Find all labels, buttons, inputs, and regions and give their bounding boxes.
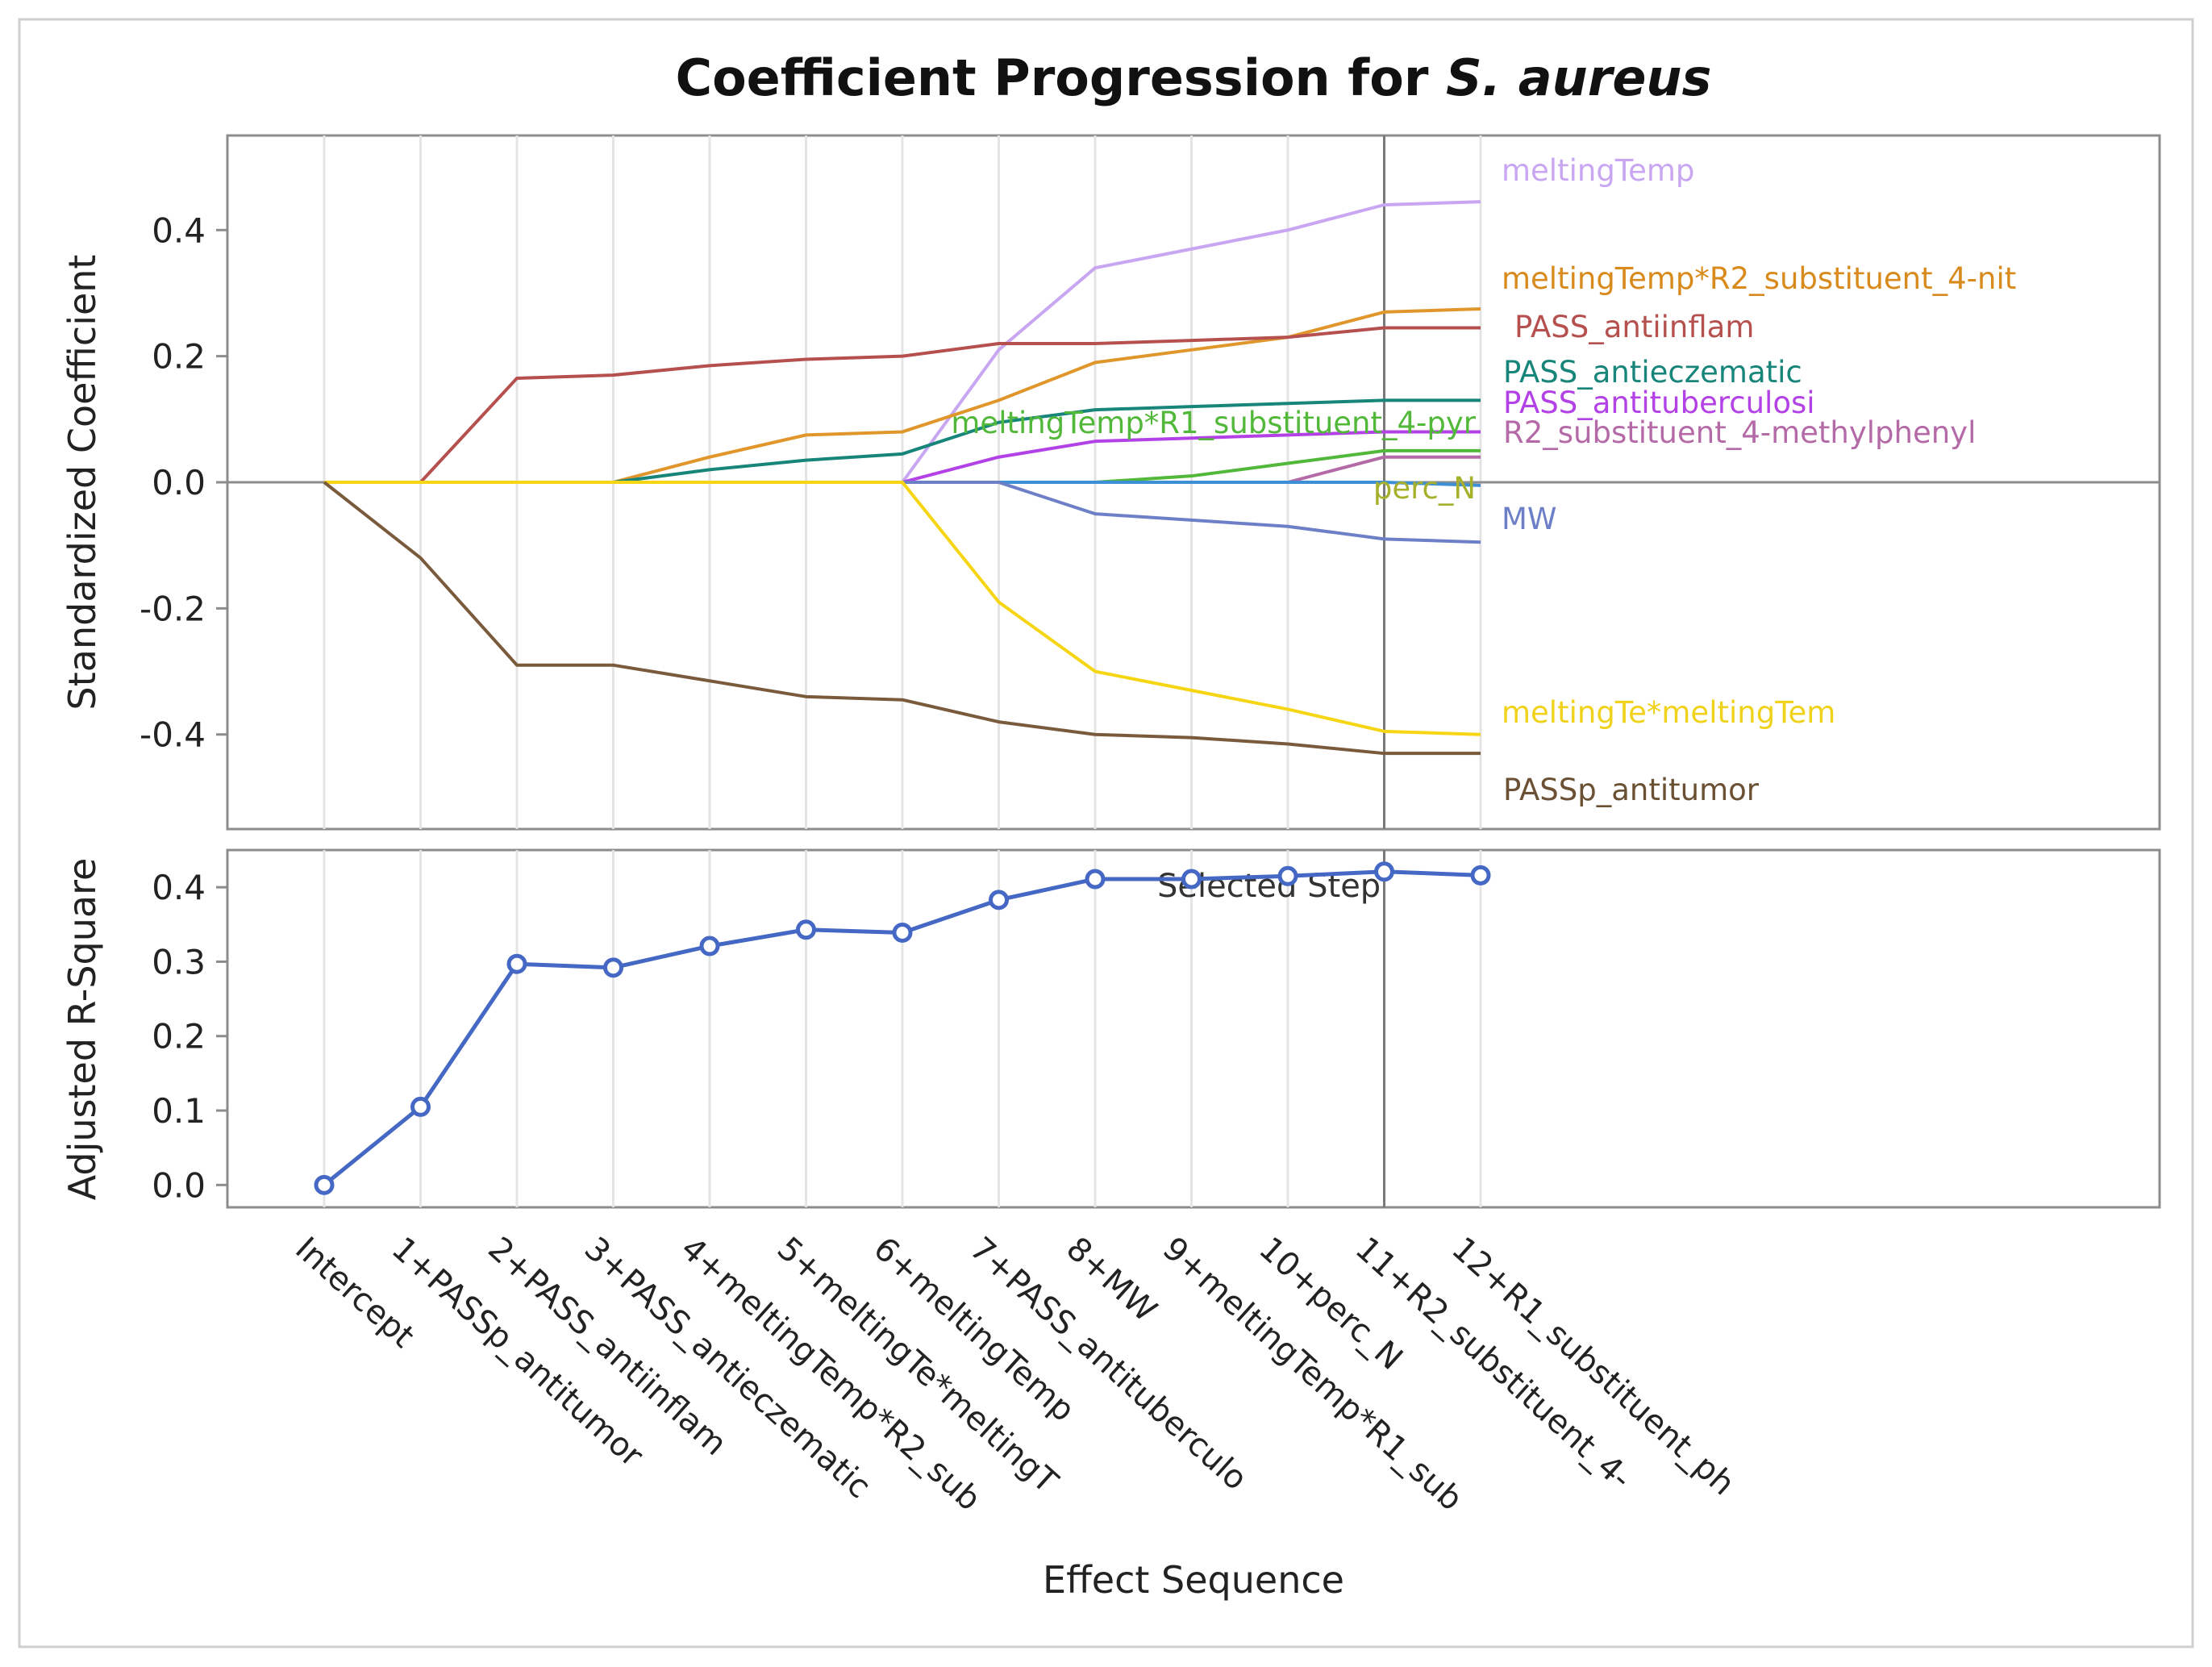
r-square-point bbox=[699, 936, 720, 956]
coefficient-y-tick-label: -0.4 bbox=[140, 715, 206, 755]
label-passp-antitumor: PASSp_antitumor bbox=[1503, 773, 1760, 807]
label-perc-n: perc_N bbox=[1373, 471, 1476, 506]
r-square-y-ticks: 0.0 0.1 0.2 0.3 0.4 bbox=[152, 868, 227, 1205]
label-pass-antieczematic: PASS_antieczematic bbox=[1503, 355, 1802, 390]
label-pass-antiinflam: PASS_antiinflam bbox=[1514, 310, 1754, 344]
r-square-point bbox=[892, 922, 913, 943]
r-square-point bbox=[1277, 865, 1298, 886]
coefficient-panel: -0.4 -0.2 0.0 0.2 0.4 Standardized Coefficie… bbox=[60, 134, 2161, 831]
coefficient-line-pass-antiinflam bbox=[324, 326, 1481, 484]
r-square-point bbox=[796, 919, 816, 940]
r-square-y-tick-label: 0.0 bbox=[152, 1165, 206, 1205]
r-square-y-tick-label: 0.2 bbox=[152, 1017, 206, 1056]
label-meltingtemp-r1-pyr: meltingTemp*R1_substituent_4-pyr bbox=[951, 406, 1476, 440]
coefficient-series-lines bbox=[323, 200, 1481, 756]
coefficient-series-labels: meltingTemp meltingTemp*R2_substituent_4… bbox=[951, 153, 2016, 807]
coefficient-line-meltingte-meltingtem bbox=[324, 481, 1481, 736]
coefficient-y-tick-label: -0.2 bbox=[140, 589, 206, 628]
label-meltingte-meltingtem: meltingTe*meltingTem bbox=[1502, 695, 1835, 730]
coefficient-line-passp-antitumor bbox=[323, 481, 1481, 756]
label-mw: MW bbox=[1502, 502, 1557, 536]
r-square-point bbox=[989, 890, 1009, 911]
r-square-point bbox=[1085, 869, 1106, 890]
coefficient-y-axis-label: Standardized Coefficient bbox=[60, 255, 104, 711]
label-r2-methylphenyl: R2_substituent_4-methylphenyl bbox=[1503, 415, 1976, 450]
r-square-point bbox=[506, 953, 527, 974]
r-square-panel: Selected Step 0.00.10.20.30.4 Adjusted R… bbox=[60, 848, 2161, 1209]
r-square-point bbox=[1374, 861, 1394, 882]
r-square-y-tick-label: 0.4 bbox=[152, 868, 206, 907]
effect-sequence-tick-labels: Intercept1+PASSp_antitumor2+PASS_antiinf… bbox=[288, 1230, 1741, 1518]
chart-title-main: Coefficient Progression for bbox=[676, 48, 1446, 107]
r-square-point bbox=[410, 1096, 431, 1117]
coefficient-y-tick-label: 0.0 bbox=[152, 463, 206, 502]
label-meltingtemp: meltingTemp bbox=[1502, 153, 1694, 188]
r-square-y-axis-label: Adjusted R-Square bbox=[60, 858, 104, 1201]
label-meltingtemp-r2-nit: meltingTemp*R2_substituent_4-nit bbox=[1502, 261, 2016, 296]
r-square-point bbox=[314, 1174, 335, 1195]
r-square-point bbox=[603, 957, 623, 978]
label-pass-antituberculosi: PASS_antituberculosi bbox=[1503, 385, 1815, 420]
coefficient-y-tick-label: 0.4 bbox=[152, 210, 206, 250]
x-axis-label: Effect Sequence bbox=[1043, 1558, 1344, 1602]
r-square-y-tick-label: 0.1 bbox=[152, 1091, 206, 1131]
figure-border bbox=[18, 18, 2194, 1648]
r-square-y-tick-label: 0.3 bbox=[152, 942, 206, 981]
chart-title: Coefficient Progression for S. aureus bbox=[676, 48, 1712, 107]
chart-title-organism: S. aureus bbox=[1446, 48, 1711, 107]
r-square-point bbox=[1181, 869, 1202, 890]
coefficient-y-tick-label: 0.2 bbox=[152, 337, 206, 377]
r-square-points bbox=[314, 861, 1491, 1195]
coefficient-y-ticks: -0.4 -0.2 0.0 0.2 0.4 bbox=[140, 210, 227, 755]
r-square-panel-frame bbox=[226, 848, 2161, 1209]
r-square-point bbox=[1470, 865, 1491, 886]
